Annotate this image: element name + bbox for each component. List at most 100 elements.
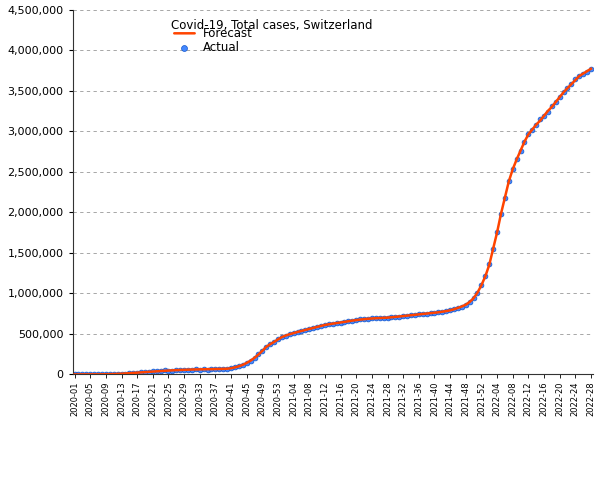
- Actual: [352, 316, 361, 324]
- Actual: [515, 148, 525, 156]
- Actual: [402, 312, 412, 320]
- Actual: [523, 131, 533, 138]
- Actual: [93, 371, 103, 378]
- Actual: [512, 156, 522, 163]
- Actual: [500, 194, 510, 202]
- Actual: [418, 310, 428, 318]
- Actual: [101, 370, 111, 378]
- Actual: [222, 365, 232, 372]
- Text: Forecast: Forecast: [203, 27, 252, 40]
- Actual: [520, 138, 529, 145]
- Actual: [109, 371, 119, 378]
- Actual: [183, 366, 193, 373]
- Actual: [168, 367, 177, 374]
- Actual: [379, 314, 388, 322]
- Actual: [253, 350, 263, 358]
- Actual: [414, 310, 424, 318]
- Actual: [132, 369, 142, 376]
- Actual: [155, 367, 165, 375]
- Actual: [77, 371, 87, 378]
- Actual: [258, 347, 267, 355]
- Actual: [171, 366, 181, 374]
- Actual: [426, 309, 436, 317]
- Actual: [207, 365, 217, 373]
- Actual: [105, 370, 114, 378]
- Actual: [359, 315, 369, 323]
- Actual: [250, 354, 260, 361]
- Actual: [371, 314, 381, 322]
- Actual: [304, 325, 314, 333]
- Actual: [442, 307, 451, 315]
- Actual: [449, 305, 459, 313]
- Actual: [90, 371, 99, 378]
- Actual: [160, 367, 169, 374]
- Actual: [74, 371, 83, 378]
- Actual: [375, 314, 385, 322]
- Actual: [136, 369, 146, 376]
- Actual: [82, 371, 91, 378]
- Actual: [485, 261, 494, 268]
- Actual: [195, 366, 204, 373]
- Actual: [390, 313, 400, 321]
- Actual: [437, 308, 447, 316]
- Actual: [125, 370, 134, 377]
- Actual: [406, 312, 416, 319]
- Actual: [563, 84, 572, 92]
- Line: Forecast: Forecast: [74, 69, 591, 374]
- Forecast: [106, 372, 113, 377]
- Actual: [387, 313, 396, 321]
- Actual: [367, 314, 377, 322]
- Actual: [339, 318, 349, 326]
- Actual: [578, 71, 588, 78]
- Actual: [363, 315, 373, 323]
- Actual: [234, 362, 244, 370]
- Text: Actual: Actual: [203, 41, 240, 54]
- Actual: [273, 336, 283, 343]
- Actual: [473, 289, 482, 297]
- Actual: [199, 365, 209, 373]
- Forecast: [587, 66, 595, 72]
- Actual: [179, 366, 189, 373]
- Actual: [504, 178, 514, 185]
- Actual: [535, 116, 545, 123]
- Actual: [582, 68, 592, 75]
- Actual: [163, 367, 173, 374]
- Actual: [187, 366, 197, 373]
- Actual: [453, 304, 463, 312]
- Actual: [191, 365, 201, 373]
- Actual: [140, 368, 150, 376]
- Actual: [309, 324, 318, 332]
- Actual: [547, 103, 557, 110]
- Actual: [144, 368, 154, 376]
- Actual: [508, 165, 517, 172]
- Actual: [543, 108, 553, 116]
- Actual: [492, 228, 502, 236]
- Actual: [261, 343, 271, 351]
- Actual: [539, 112, 549, 120]
- Actual: [480, 273, 490, 280]
- Actual: [332, 319, 341, 327]
- Forecast: [71, 372, 78, 377]
- Forecast: [556, 94, 563, 100]
- Actual: [559, 88, 569, 96]
- Actual: [394, 313, 404, 321]
- Actual: [285, 330, 295, 338]
- Point: [71, 371, 80, 378]
- Actual: [238, 361, 247, 369]
- Actual: [203, 366, 212, 373]
- Actual: [117, 370, 126, 377]
- Actual: [398, 312, 408, 320]
- Forecast: [396, 313, 403, 319]
- Actual: [571, 75, 580, 83]
- Actual: [266, 340, 275, 348]
- Actual: [316, 322, 326, 329]
- Text: Covid-19, Total cases, Switzerland: Covid-19, Total cases, Switzerland: [171, 19, 373, 32]
- Actual: [347, 317, 357, 324]
- Actual: [128, 369, 138, 377]
- Actual: [410, 311, 420, 318]
- Actual: [97, 371, 106, 378]
- Actual: [469, 294, 479, 302]
- Actual: [211, 365, 220, 373]
- Actual: [120, 370, 130, 377]
- Forecast: [567, 81, 575, 87]
